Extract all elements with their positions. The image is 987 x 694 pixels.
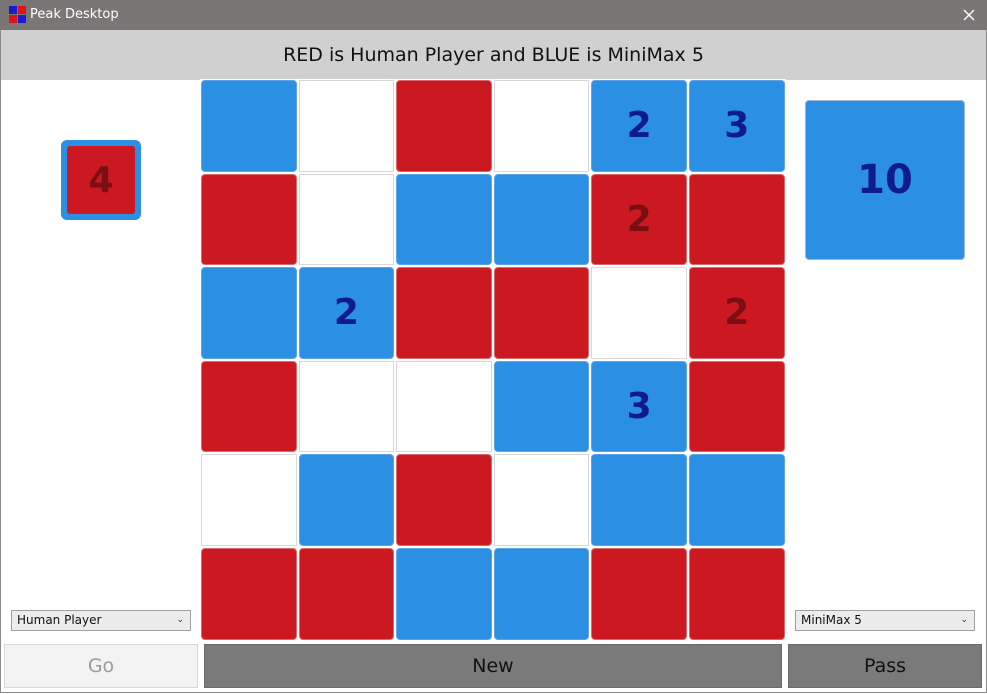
close-button[interactable] [951, 0, 987, 30]
red-player-select-value: Human Player [17, 613, 102, 627]
board-cell-r2-c4[interactable] [493, 173, 590, 266]
board-cell-r2-c3[interactable] [396, 173, 492, 266]
board-cell-r4-c1[interactable] [201, 360, 297, 453]
board-cell-r5-c4[interactable] [493, 454, 590, 546]
board-cell-r6-c3[interactable] [396, 548, 492, 640]
board-cell-r1-c5[interactable]: 2 [591, 80, 687, 172]
board-cell-r3-c1[interactable] [201, 267, 297, 359]
board-cell-r6-c5[interactable] [591, 548, 687, 640]
title-bar: Peak Desktop [0, 0, 987, 30]
board-cell-r5-c5[interactable] [591, 454, 687, 546]
board-cell-r1-c3[interactable] [396, 80, 492, 172]
board-cell-r1-c1[interactable] [201, 80, 297, 172]
board-cell-r4-c6[interactable] [689, 360, 785, 453]
board-cell-r2-c5[interactable]: 2 [591, 173, 687, 266]
red-score-value: 4 [67, 146, 135, 214]
board-cell-r3-c6[interactable]: 2 [689, 267, 785, 359]
board-cell-r6-c6[interactable] [689, 548, 785, 640]
board-cell-r2-c1[interactable] [201, 173, 297, 266]
board-cell-r3-c4[interactable] [493, 267, 590, 359]
chevron-down-icon: ⌄ [176, 615, 184, 625]
red-score-badge: 4 [61, 140, 141, 220]
board-cell-r3-c3[interactable] [396, 267, 492, 359]
blue-player-select-value: MiniMax 5 [801, 613, 862, 627]
new-button[interactable]: New [204, 644, 782, 688]
board-cell-r3-c5[interactable] [591, 267, 687, 359]
go-button[interactable]: Go [4, 644, 198, 688]
chevron-down-icon: ⌄ [960, 615, 968, 625]
close-icon [963, 9, 975, 21]
board-cell-r2-c6[interactable] [689, 173, 785, 266]
board-cell-r4-c5[interactable]: 3 [591, 360, 687, 453]
board-cell-r5-c3[interactable] [396, 454, 492, 546]
board-cell-r1-c6[interactable]: 3 [689, 80, 785, 172]
board-cell-r6-c4[interactable] [493, 548, 590, 640]
board-cell-r4-c4[interactable] [493, 360, 590, 453]
pass-button[interactable]: Pass [788, 644, 982, 688]
board-cell-r5-c6[interactable] [689, 454, 785, 546]
red-player-select[interactable]: Human Player ⌄ [11, 610, 191, 631]
blue-player-select[interactable]: MiniMax 5 ⌄ [795, 610, 975, 631]
board-cell-r6-c1[interactable] [201, 548, 297, 640]
board-cell-r6-c2[interactable] [298, 548, 395, 640]
board-cell-r4-c3[interactable] [396, 360, 492, 453]
board-cell-r4-c2[interactable] [298, 360, 395, 453]
board-cell-r2-c2[interactable] [298, 173, 395, 266]
status-text: RED is Human Player and BLUE is MiniMax … [283, 44, 704, 66]
blue-score-value: 10 [805, 100, 965, 260]
peak-app-icon [9, 6, 26, 23]
board-cell-r1-c2[interactable] [298, 80, 395, 172]
board-cell-r1-c4[interactable] [493, 80, 590, 172]
board-cell-r5-c1[interactable] [201, 454, 297, 546]
status-bar: RED is Human Player and BLUE is MiniMax … [1, 30, 986, 80]
board-cell-r5-c2[interactable] [298, 454, 395, 546]
window-title: Peak Desktop [30, 7, 119, 22]
board-cell-r3-c2[interactable]: 2 [298, 267, 395, 359]
